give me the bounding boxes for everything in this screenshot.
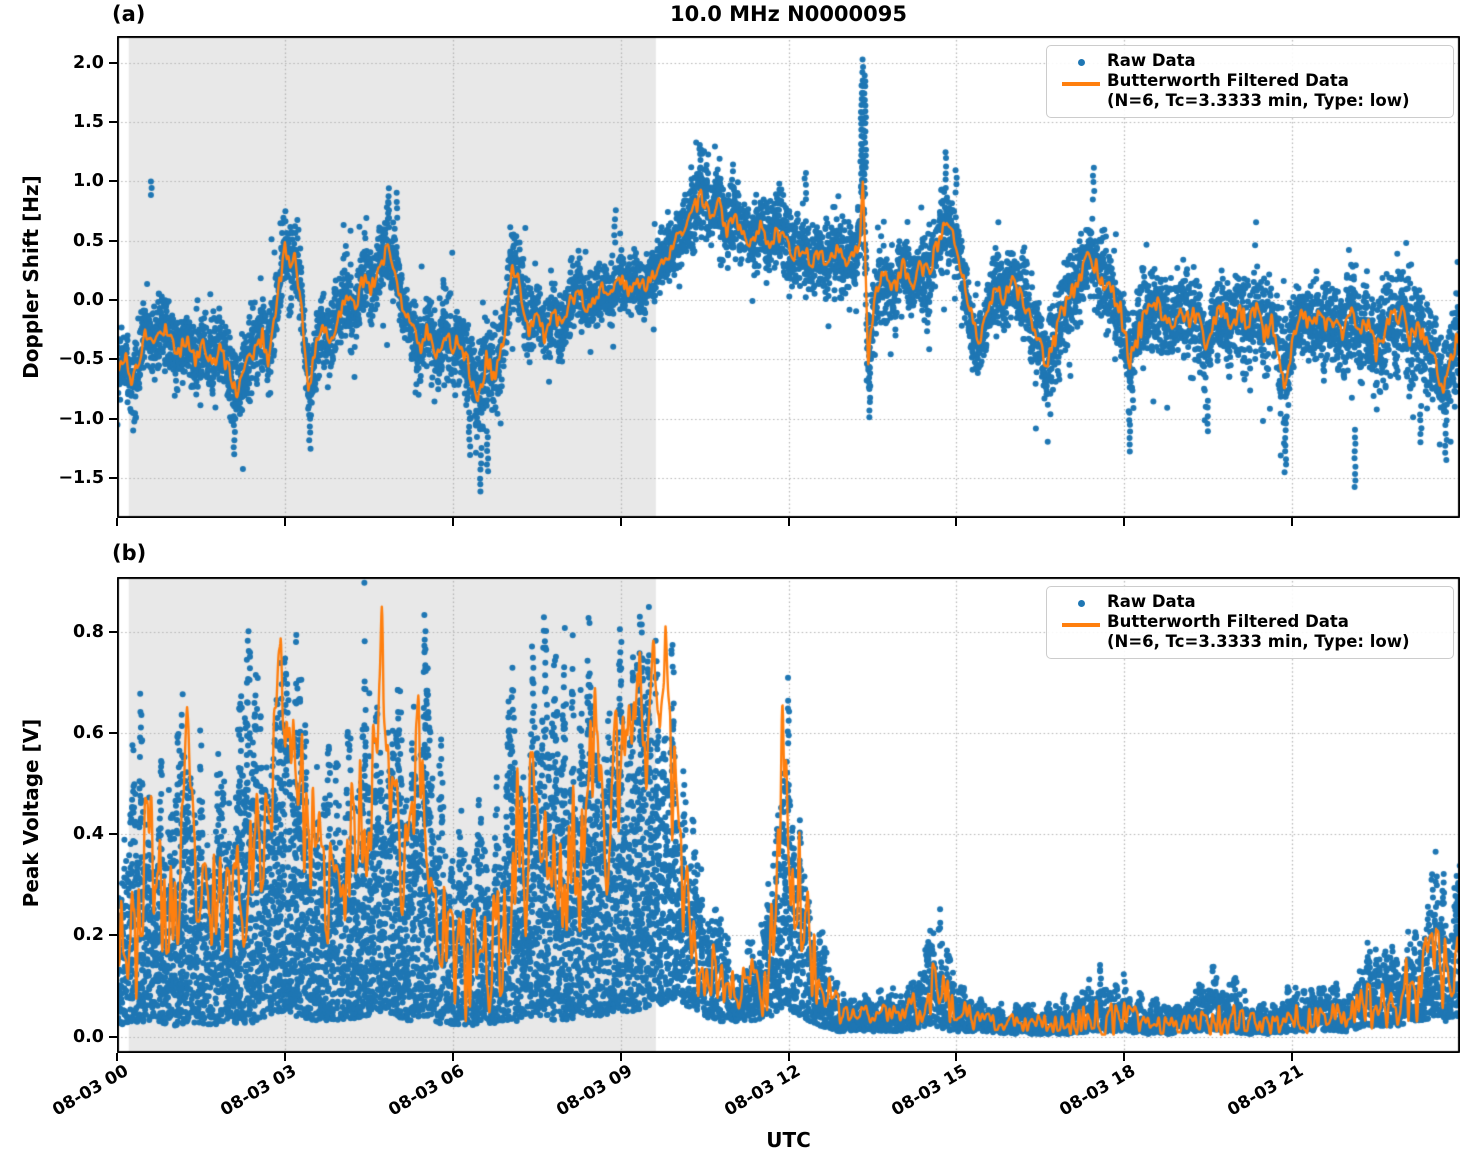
y-tick-mark <box>109 417 117 420</box>
y-tick-mark <box>109 1035 117 1038</box>
figure-title: 10.0 MHz N0000095 <box>670 2 907 26</box>
x-tick-mark <box>1123 518 1126 526</box>
panel-b-plot-area: Raw Data Butterworth Filtered Data (N=6,… <box>117 577 1460 1053</box>
y-tick-label: 0.4 <box>72 824 104 845</box>
y-tick-label: 0.0 <box>72 1026 104 1047</box>
y-tick-mark <box>109 476 117 479</box>
x-tick-mark <box>1123 1053 1126 1061</box>
x-tick-label: 08-03 21 <box>1224 1061 1308 1121</box>
y-tick-label: 0.6 <box>72 723 104 744</box>
x-tick-mark <box>955 518 958 526</box>
x-tick-mark <box>1291 518 1294 526</box>
y-tick-mark <box>109 121 117 123</box>
y-tick-label: 0.5 <box>72 230 104 251</box>
x-tick-mark <box>1291 1053 1294 1061</box>
y-tick-label: 2.0 <box>72 52 104 73</box>
x-tick-mark <box>787 1053 790 1061</box>
legend-filtered-label-line2: (N=6, Tc=3.3333 min, Type: low) <box>1107 632 1410 652</box>
x-tick-mark <box>955 1053 958 1061</box>
legend-filtered-label-line1: Butterworth Filtered Data <box>1107 612 1349 632</box>
filtered-line-icon <box>1055 71 1107 86</box>
y-tick-label: 1.5 <box>72 112 104 132</box>
y-tick-mark <box>109 358 117 361</box>
legend-filtered-row: Butterworth Filtered Data (N=6, Tc=3.333… <box>1055 71 1443 111</box>
x-tick-label: 08-03 18 <box>1056 1061 1140 1121</box>
y-tick-mark <box>109 61 117 64</box>
panel-b-legend: Raw Data Butterworth Filtered Data (N=6,… <box>1046 586 1454 660</box>
x-tick-mark <box>619 1053 622 1061</box>
y-tick-mark <box>109 298 117 301</box>
y-tick-label: −0.5 <box>58 349 104 370</box>
y-tick-label: −1.0 <box>58 408 104 429</box>
panel-b-y-axis-label: Peak Voltage [V] <box>19 718 43 908</box>
x-tick-mark <box>283 1053 286 1061</box>
x-tick-mark <box>451 1053 454 1061</box>
y-tick-mark <box>109 180 117 183</box>
x-tick-label: 08-03 00 <box>49 1061 132 1121</box>
legend-filtered-label-line2: (N=6, Tc=3.3333 min, Type: low) <box>1107 91 1410 111</box>
panel-a-legend: Raw Data Butterworth Filtered Data (N=6,… <box>1046 45 1454 119</box>
x-tick-mark <box>619 518 622 526</box>
x-tick-mark <box>451 518 454 526</box>
x-tick-label: 08-03 15 <box>888 1061 972 1121</box>
x-tick-label: 08-03 06 <box>385 1061 468 1121</box>
raw-data-dot-icon <box>1055 51 1107 66</box>
y-tick-mark <box>109 833 117 836</box>
y-tick-mark <box>109 239 117 242</box>
x-tick-label: 08-03 12 <box>720 1061 804 1121</box>
x-tick-mark <box>787 518 790 526</box>
x-tick-mark <box>283 518 286 526</box>
panel-a-y-axis-label: Doppler Shift [Hz] <box>19 175 43 379</box>
y-tick-mark <box>109 732 117 735</box>
legend-filtered-label: Butterworth Filtered Data (N=6, Tc=3.333… <box>1107 71 1443 111</box>
x-tick-mark <box>116 1053 118 1061</box>
y-tick-mark <box>109 631 117 634</box>
x-tick-label: 08-03 09 <box>552 1061 636 1121</box>
legend-filtered-label-line1: Butterworth Filtered Data <box>1107 71 1349 91</box>
legend-raw-row: Raw Data <box>1055 51 1443 71</box>
x-tick-label: 08-03 03 <box>217 1061 300 1121</box>
y-tick-label: 1.0 <box>72 171 104 192</box>
y-tick-label: 0.2 <box>72 925 104 946</box>
panel-a-plot-area: Raw Data Butterworth Filtered Data (N=6,… <box>117 36 1460 518</box>
y-tick-label: 0.0 <box>72 289 104 310</box>
raw-data-dot-icon <box>1055 592 1107 607</box>
x-axis-label: UTC <box>766 1128 811 1152</box>
legend-filtered-label: Butterworth Filtered Data (N=6, Tc=3.333… <box>1107 612 1443 652</box>
legend-raw-label: Raw Data <box>1107 592 1196 611</box>
legend-raw-label: Raw Data <box>1107 51 1196 70</box>
legend-raw-row: Raw Data <box>1055 592 1443 612</box>
y-tick-label: −1.5 <box>58 467 104 488</box>
panel-a-label: (a) <box>112 2 146 26</box>
y-tick-label: 0.8 <box>72 622 104 643</box>
x-tick-mark <box>116 518 118 526</box>
panel-b-label: (b) <box>112 541 147 565</box>
filtered-line-icon <box>1055 612 1107 627</box>
y-tick-mark <box>109 934 117 937</box>
legend-filtered-row: Butterworth Filtered Data (N=6, Tc=3.333… <box>1055 612 1443 652</box>
